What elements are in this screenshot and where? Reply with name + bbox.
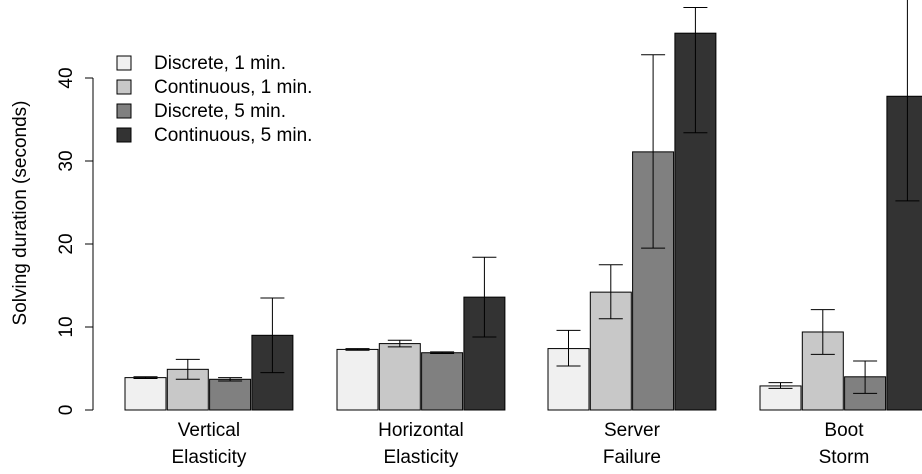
y-axis: 0 10 20 30 40 — [56, 67, 94, 416]
x-tick-label: Horizontal — [378, 420, 464, 441]
bar — [166, 368, 209, 411]
x-tick-label: Elasticity — [383, 447, 458, 468]
y-tick-label: 0 — [56, 405, 77, 416]
legend-swatch — [116, 103, 132, 119]
x-tick-label: Failure — [603, 447, 661, 468]
y-axis-label: Solving duration (seconds) — [10, 101, 31, 326]
x-tick-label: Vertical — [178, 420, 240, 441]
error-bars-layer — [133, 0, 920, 394]
x-tick-label: Server — [604, 420, 661, 441]
legend-label: Discrete, 5 min. — [154, 101, 286, 122]
bar — [124, 377, 167, 411]
bar — [378, 343, 421, 411]
bar — [209, 378, 252, 411]
x-tick-label: Storm — [819, 447, 870, 468]
bar — [336, 348, 379, 411]
y-tick-label: 30 — [56, 150, 77, 171]
y-tick-label: 40 — [56, 67, 77, 88]
bar — [759, 385, 802, 411]
bar — [421, 352, 464, 411]
bars-layer — [124, 32, 922, 411]
legend-swatch — [116, 55, 132, 71]
legend-swatch — [116, 79, 132, 95]
legend-swatch — [116, 127, 132, 143]
legend-label: Continuous, 1 min. — [154, 77, 312, 98]
y-tick-label: 10 — [56, 316, 77, 337]
x-axis: Vertical Elasticity Horizontal Elasticity Se… — [171, 420, 869, 468]
x-tick-label: Boot — [824, 420, 864, 441]
legend: Discrete, 1 min. Continuous, 1 min. Discre… — [116, 53, 312, 146]
legend-label: Continuous, 5 min. — [154, 125, 312, 146]
legend-label: Discrete, 1 min. — [154, 53, 286, 74]
y-tick-label: 20 — [56, 233, 77, 254]
bar — [886, 95, 922, 411]
x-tick-label: Elasticity — [171, 447, 246, 468]
